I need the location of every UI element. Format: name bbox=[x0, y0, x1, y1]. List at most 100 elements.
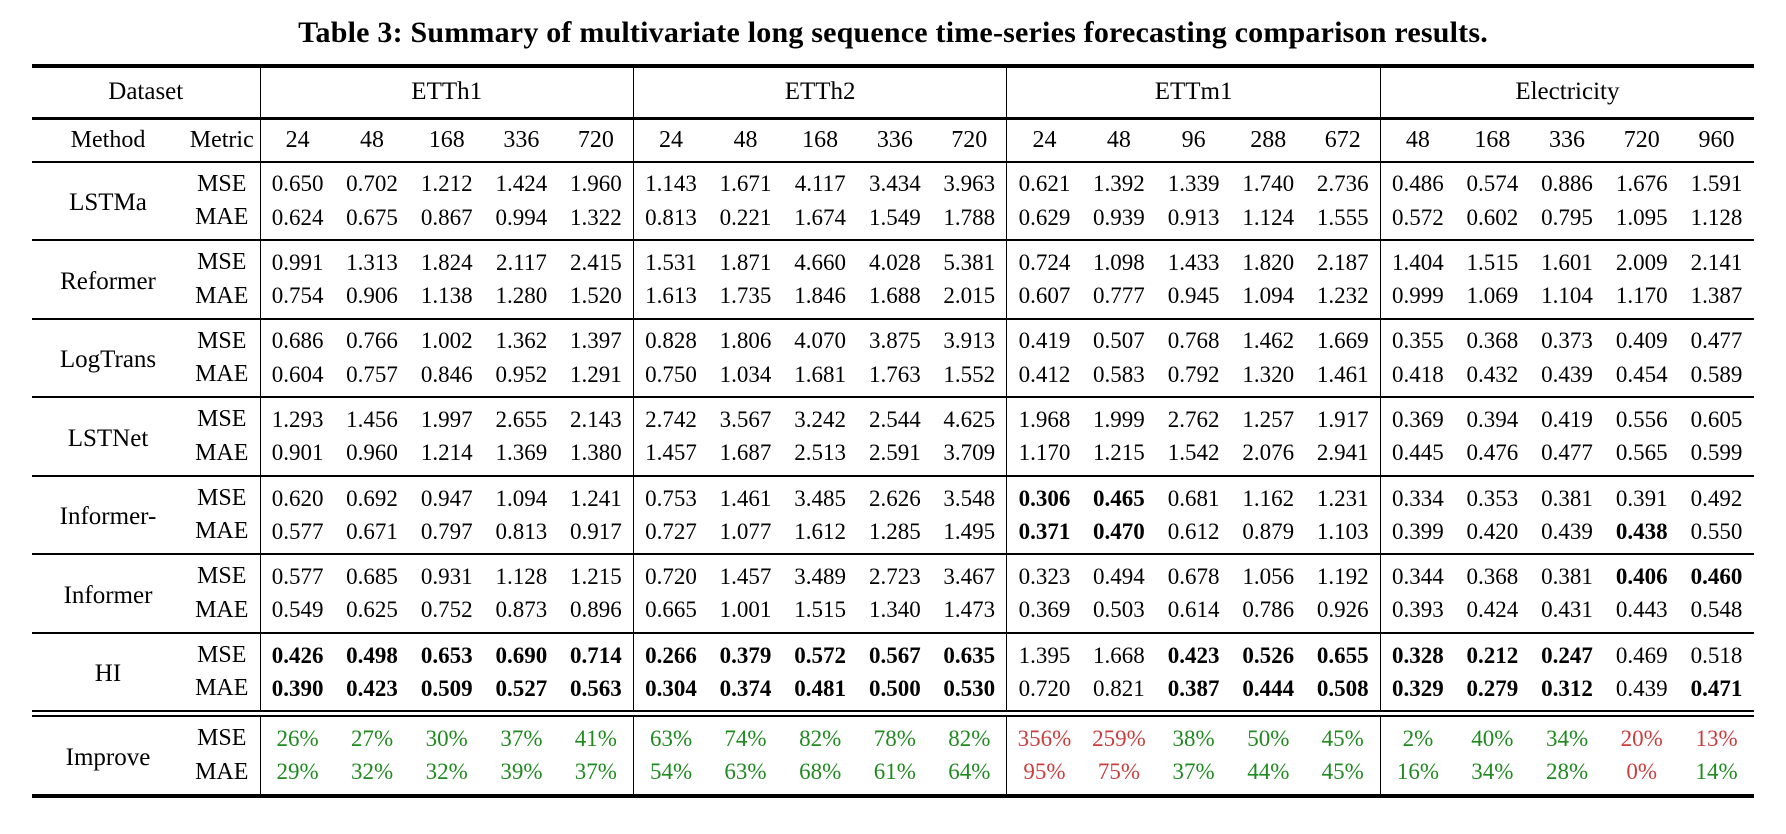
value-cell: 1.917 bbox=[1305, 396, 1381, 437]
value-cell: 1.806 bbox=[708, 317, 783, 359]
value-cell: 0.420 bbox=[1466, 518, 1519, 544]
value-cell: 0.867 bbox=[420, 204, 473, 230]
horizon-ETTh2-24: 24 bbox=[632, 118, 709, 163]
value-cell: 0.548 bbox=[1690, 597, 1743, 623]
value-cell: 0.567 bbox=[857, 631, 933, 673]
value-cell: 0.518 bbox=[1679, 631, 1754, 673]
horizon-ETTm1-96: 96 bbox=[1156, 118, 1231, 163]
horizon-ETTm1-672: 672 bbox=[1305, 118, 1381, 163]
value-cell: 0.368 bbox=[1455, 553, 1530, 594]
value-cell: 0.355 bbox=[1379, 317, 1455, 359]
value-cell: 1.001 bbox=[719, 597, 772, 623]
value-cell: 1.871 bbox=[708, 239, 783, 280]
value-cell: 0.509 bbox=[420, 675, 473, 701]
metric-name: MSE bbox=[184, 160, 260, 202]
value-cell: 0.620 bbox=[259, 474, 335, 516]
value-cell: 1.788 bbox=[943, 204, 996, 230]
value-cell: 1.241 bbox=[558, 474, 634, 516]
value-cell: 3.963 bbox=[932, 160, 1007, 202]
value-cell: 68% bbox=[799, 759, 842, 785]
value-cell: 0.752 bbox=[420, 597, 473, 623]
row-Informer-MAE: MAE 0.549 0.625 0.752 0.873 0.896 0.665 1.001 1.… bbox=[32, 593, 1754, 633]
value-cell: 0.527 bbox=[495, 675, 548, 701]
value-cell: 1.392 bbox=[1081, 160, 1157, 202]
value-cell: 1.170 bbox=[1615, 283, 1668, 309]
row-HI-MAE: MAE 0.390 0.423 0.509 0.527 0.563 0.304 0.374 0.… bbox=[32, 672, 1754, 714]
value-cell: 0.653 bbox=[409, 631, 485, 673]
value-cell: 0.266 bbox=[632, 631, 709, 673]
value-cell: 0.443 bbox=[1615, 597, 1668, 623]
value-cell: 0.795 bbox=[1541, 204, 1593, 230]
value-cell: 44% bbox=[1247, 759, 1290, 785]
value-cell: 1.128 bbox=[1690, 204, 1743, 230]
value-cell: 45% bbox=[1321, 759, 1364, 785]
value-cell: 0.312 bbox=[1541, 675, 1593, 701]
horizon-ETTh2-720: 720 bbox=[932, 118, 1007, 163]
value-cell: 1.820 bbox=[1230, 239, 1306, 280]
value-cell: 0.556 bbox=[1604, 396, 1680, 437]
value-cell: 2.009 bbox=[1604, 239, 1680, 280]
value-cell: 0.574 bbox=[1455, 160, 1530, 202]
method-label: Method bbox=[32, 118, 184, 163]
value-cell: 37% bbox=[1172, 759, 1215, 785]
value-cell: 0.477 bbox=[1541, 440, 1593, 466]
horizon-ETTh2-48: 48 bbox=[708, 118, 783, 163]
value-cell: 0.621 bbox=[1006, 160, 1082, 202]
value-cell: 1.669 bbox=[1305, 317, 1381, 359]
value-cell: 0.612 bbox=[1167, 518, 1220, 544]
metric-name: MAE bbox=[195, 675, 249, 702]
value-cell: 0.714 bbox=[558, 631, 634, 673]
value-cell: 3.913 bbox=[932, 317, 1007, 359]
horizon-ETTh1-720: 720 bbox=[558, 118, 634, 163]
value-cell: 0.323 bbox=[1006, 553, 1082, 594]
metric-name: MSE bbox=[184, 239, 260, 280]
value-cell: 0.572 bbox=[782, 631, 858, 673]
value-cell: 1.124 bbox=[1242, 204, 1295, 230]
value-cell: 0.720 bbox=[1006, 672, 1082, 714]
value-cell: 0.477 bbox=[1679, 317, 1754, 359]
value-cell: 3.709 bbox=[943, 440, 996, 466]
value-cell: 1.293 bbox=[259, 396, 335, 437]
horizon-ETTm1-288: 288 bbox=[1230, 118, 1306, 163]
value-cell: 3.548 bbox=[932, 474, 1007, 516]
value-cell: 26% bbox=[259, 710, 335, 756]
value-cell: 41% bbox=[558, 710, 634, 756]
value-cell: 0.757 bbox=[346, 361, 398, 387]
value-cell: 0.247 bbox=[1529, 631, 1605, 673]
value-cell: 63% bbox=[724, 759, 767, 785]
metric-name: MAE bbox=[195, 596, 249, 623]
value-cell: 0.492 bbox=[1679, 474, 1754, 516]
value-cell: 1.285 bbox=[868, 518, 921, 544]
value-cell: 1.687 bbox=[719, 440, 772, 466]
value-cell: 1.404 bbox=[1379, 239, 1455, 280]
metric-name: MAE bbox=[195, 758, 249, 785]
value-cell: 1.612 bbox=[794, 518, 847, 544]
metric-name: MSE bbox=[184, 317, 260, 359]
value-cell: 1.291 bbox=[569, 361, 622, 387]
row-LSTMa-MAE: MAE 0.624 0.675 0.867 0.994 1.322 0.813 0.221 1.… bbox=[32, 201, 1754, 241]
value-cell: 1.601 bbox=[1529, 239, 1605, 280]
value-cell: 0.724 bbox=[1006, 239, 1082, 280]
group-header-ETTh1: ETTh1 bbox=[259, 66, 634, 120]
value-cell: 14% bbox=[1695, 759, 1738, 785]
value-cell: 1.968 bbox=[1006, 396, 1082, 437]
value-cell: 29% bbox=[259, 755, 335, 797]
row-HI-MSE: HI MSE 0.426 0.498 0.653 0.690 0.714 0.266 0.379… bbox=[32, 631, 1754, 714]
value-cell: 0.821 bbox=[1093, 675, 1145, 701]
value-cell: 0.635 bbox=[932, 631, 1007, 673]
horizon-ETTh1-48: 48 bbox=[334, 118, 410, 163]
value-cell: 1.313 bbox=[334, 239, 410, 280]
value-cell: 1.128 bbox=[484, 553, 559, 594]
value-cell: 0.432 bbox=[1466, 361, 1519, 387]
value-cell: 39% bbox=[500, 759, 543, 785]
value-cell: 40% bbox=[1455, 710, 1530, 756]
value-cell: 1.214 bbox=[420, 440, 473, 466]
horizon-ETTh2-168: 168 bbox=[782, 118, 858, 163]
horizon-ETTm1-24: 24 bbox=[1006, 118, 1082, 163]
value-cell: 0.926 bbox=[1316, 597, 1369, 623]
value-cell: 3.467 bbox=[932, 553, 1007, 594]
value-cell: 0.494 bbox=[1081, 553, 1157, 594]
value-cell: 1.676 bbox=[1604, 160, 1680, 202]
value-cell: 0.952 bbox=[495, 361, 548, 387]
value-cell: 0.530 bbox=[943, 675, 996, 701]
